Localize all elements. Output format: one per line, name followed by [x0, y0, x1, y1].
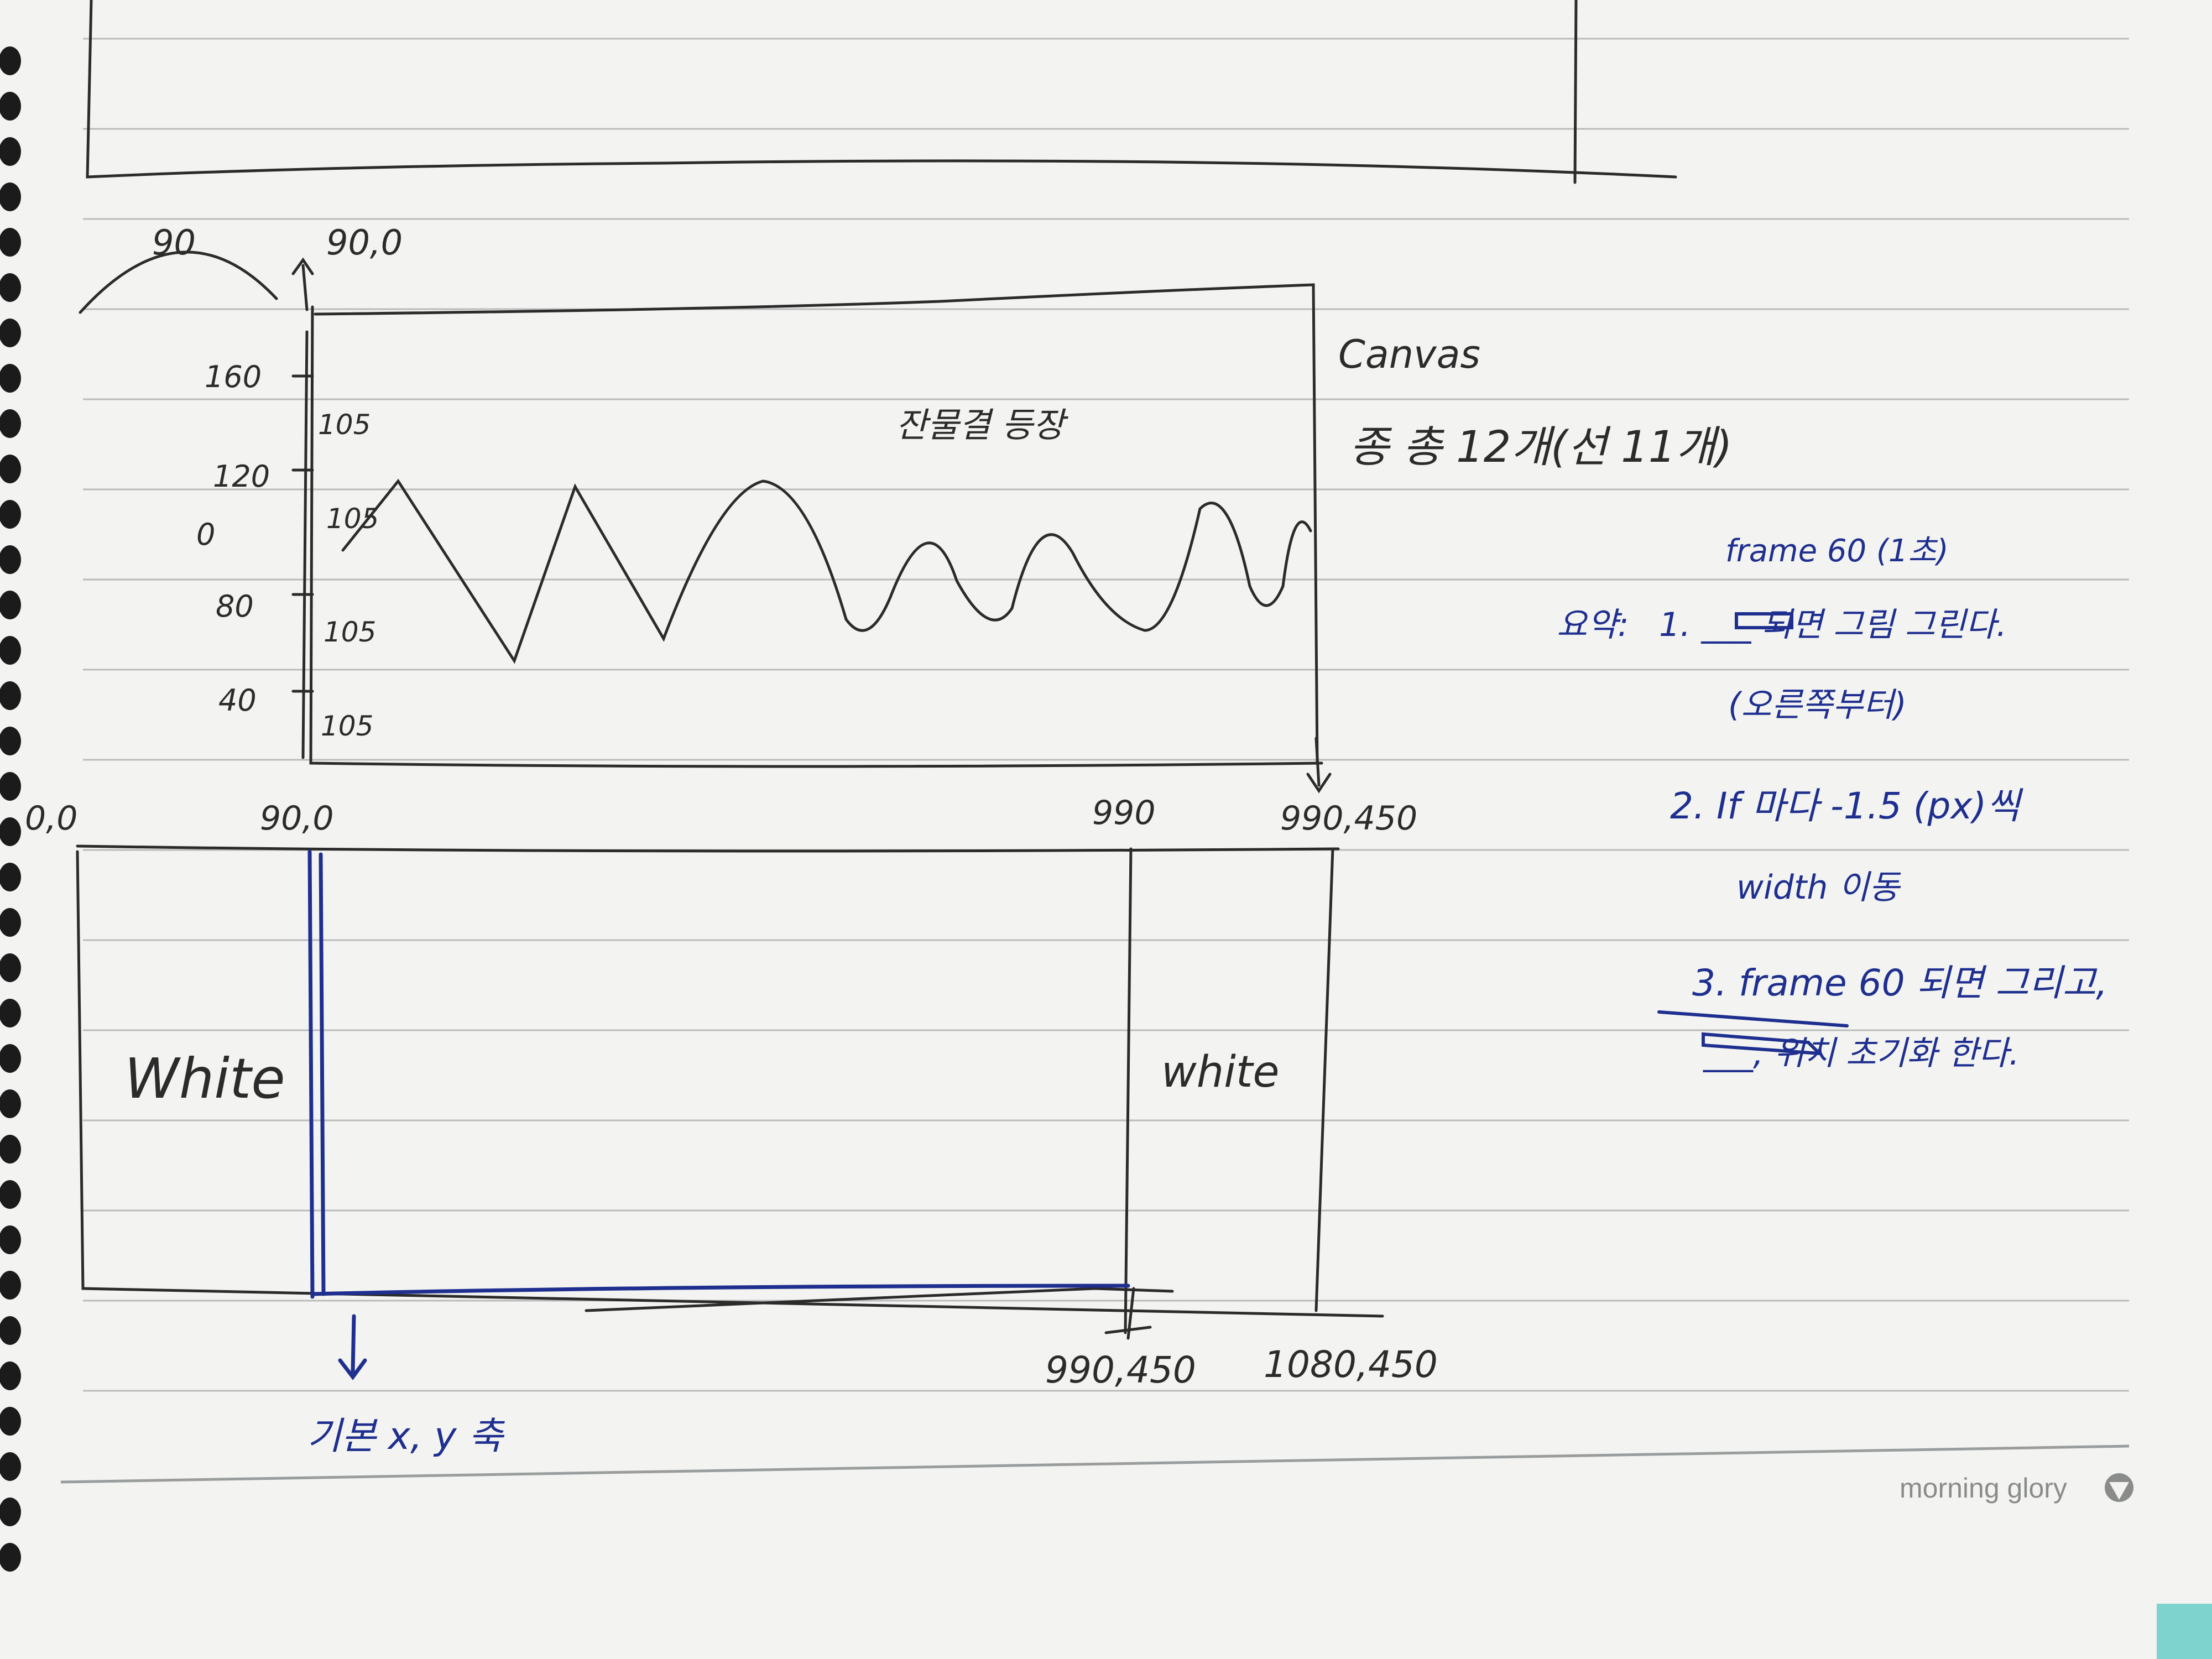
- spiral-hole: [0, 545, 21, 574]
- coord-bottom-990: 990,450: [1045, 1349, 1196, 1391]
- coord-top-mid: 90,0: [260, 799, 334, 838]
- spiral-hole: [0, 772, 21, 801]
- spiral-hole: [0, 1180, 21, 1209]
- canvas-frame-top-right: [314, 283, 1319, 765]
- bottom-margin-line: [60, 1444, 2130, 1484]
- wave-count-label: 종 총 12개(선 11개): [1349, 422, 1733, 472]
- spiral-hole: [0, 228, 21, 257]
- gap-label: 105: [326, 503, 379, 535]
- y-tick-label: 0: [196, 517, 215, 552]
- corner-arrow: [1306, 737, 1332, 794]
- wave-canvas-sketch: [79, 251, 1332, 794]
- blue-down-arrow: [338, 1314, 367, 1380]
- left-frame: [76, 850, 1384, 1318]
- spiral-hole: [0, 727, 21, 755]
- spiral-hole: [0, 455, 21, 483]
- spiral-hole: [0, 364, 21, 393]
- y-tick-label: 80: [216, 589, 254, 624]
- y-tick-label: 160: [205, 359, 262, 394]
- spiral-hole: [0, 636, 21, 665]
- spiral-hole: [0, 1361, 21, 1390]
- blue-axis-note: 기본 x, y 축: [307, 1415, 505, 1458]
- morning-glory-logo-icon: [2105, 1473, 2133, 1502]
- spiral-hole: [0, 1225, 21, 1254]
- spiral-hole: [0, 409, 21, 438]
- spiral-hole: [0, 1271, 21, 1300]
- note-prefix: 요약:: [1557, 606, 1629, 644]
- spiral-hole: [0, 681, 21, 710]
- y-axis-ticks: [291, 330, 314, 759]
- spiral-hole: [0, 908, 21, 937]
- spiral-hole: [0, 182, 21, 211]
- spiral-hole: [0, 1452, 21, 1481]
- label-left-white: White: [124, 1046, 285, 1111]
- top-box-sketch: [86, 0, 1677, 184]
- spiral-hole: [0, 817, 21, 846]
- gap-label: 105: [324, 616, 376, 648]
- blue-note-marks: [1657, 612, 1849, 1056]
- spiral-hole: [0, 1135, 21, 1164]
- spiral-hole: [0, 863, 21, 891]
- spiral-hole: [0, 92, 21, 121]
- spiral-hole: [0, 137, 21, 166]
- spiral-hole: [0, 319, 21, 347]
- note-line-1: 1. ___ 되면 그림 그린다.: [1659, 606, 2007, 644]
- note-line-3b: ___, 위치 초기화 한다.: [1703, 1034, 2020, 1073]
- spiral-hole: [0, 1543, 21, 1572]
- bottom-right-line: [585, 1287, 1174, 1312]
- note-line-3: 3. frame 60 되면 그리고,: [1692, 962, 2107, 1004]
- brand-label: morning glory: [1900, 1473, 2067, 1504]
- arc-label: 90: [152, 222, 196, 263]
- origin-label: 90,0: [326, 222, 403, 263]
- coord-bottom-right: 1080,450: [1264, 1343, 1438, 1386]
- coord-top-right: 990,450: [1280, 799, 1417, 838]
- strike-line: [1657, 1010, 1849, 1027]
- note-line-2: 2. If 마다 -1.5 (px)씩: [1670, 785, 2023, 827]
- spiral-hole: [0, 1407, 21, 1436]
- origin-arrow: [291, 257, 314, 311]
- ripple-wave: [341, 478, 1312, 664]
- spiral-hole: [0, 500, 21, 529]
- spiral-hole: [0, 46, 21, 75]
- spiral-hole: [0, 591, 21, 619]
- spiral-hole: [0, 999, 21, 1027]
- canvas-label: Canvas: [1338, 332, 1480, 377]
- canvas-frame-left-bottom: [309, 305, 1323, 768]
- note-line-2b: width 이동: [1736, 868, 1901, 907]
- corner-mark: [1104, 1287, 1152, 1340]
- column-right: [1314, 847, 1334, 1312]
- coord-top-990: 990: [1092, 794, 1156, 832]
- scribble-box-1: [1735, 612, 1793, 629]
- note-frame-title: frame 60 (1초): [1725, 533, 1949, 569]
- width-arc: [79, 251, 278, 314]
- gap-label: 105: [318, 409, 371, 441]
- bottom-top-line: [76, 844, 1340, 853]
- gap-label: 105: [321, 710, 373, 742]
- spiral-hole: [0, 1089, 21, 1118]
- y-tick-label: 120: [213, 459, 270, 494]
- scribble-box-2: [1702, 1032, 1824, 1056]
- spiral-binding: [0, 46, 21, 1572]
- blue-axis-marks: [307, 849, 1130, 1380]
- spiral-hole: [0, 1044, 21, 1073]
- bottom-layout-sketch: [76, 844, 1384, 1340]
- note-line-1b: (오른쪽부터): [1728, 686, 1907, 724]
- column-990: [1124, 847, 1133, 1334]
- spiral-hole: [0, 1498, 21, 1526]
- coord-top-left: 0,0: [25, 799, 77, 838]
- spiral-hole: [0, 953, 21, 982]
- spiral-hole: [0, 1316, 21, 1345]
- spiral-hole: [0, 273, 21, 302]
- label-right-white: white: [1161, 1047, 1279, 1097]
- wave-title: 잔물결 등장: [896, 405, 1069, 445]
- teal-cover-edge: [2157, 1604, 2212, 1659]
- y-tick-label: 40: [218, 683, 257, 718]
